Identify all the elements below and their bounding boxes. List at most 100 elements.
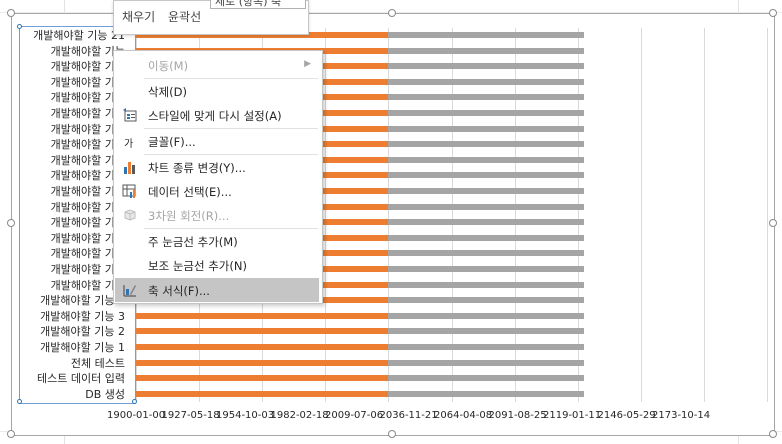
font-icon: 가 [124, 139, 134, 150]
bar-series-2[interactable] [388, 219, 584, 226]
menu-item-select-data[interactable]: 데이터 선택(E)... [115, 179, 319, 203]
x-tick-label: 1900-01-00 [107, 410, 166, 421]
vertical-gridline [767, 28, 768, 402]
menu-item-add-major-gridlines[interactable]: 주 눈금선 추가(M) [148, 235, 238, 249]
menu-item-add-minor-gridlines[interactable]: 보조 눈금선 추가(N) [148, 259, 247, 273]
vertical-gridline [451, 28, 453, 402]
bar-series-1[interactable] [136, 312, 389, 319]
category-label: 개발해야할 기능 [50, 91, 125, 105]
category-label: 개발해야할 기능 [50, 75, 125, 89]
menu-item-move[interactable]: 이동(M) ▶ [148, 59, 311, 73]
bar-series-1[interactable] [136, 390, 389, 397]
x-tick-label: 2009-07-06 [325, 410, 384, 421]
category-label: 개발해야할 기능 [50, 247, 125, 261]
bar-series-2[interactable] [388, 94, 584, 101]
bar-series-2[interactable] [388, 312, 584, 319]
resize-handle[interactable] [769, 219, 777, 227]
vertical-gridline [640, 28, 642, 402]
bar-series-2[interactable] [388, 78, 584, 85]
vertical-gridline [325, 28, 327, 402]
chart-element-select[interactable]: 세로 (항목) 축 [210, 0, 306, 9]
category-label: 개발해야할 기능 [50, 60, 125, 74]
mini-toolbar: 세로 (항목) 축 채우기 윤곽선 [113, 0, 309, 35]
menu-item-reset-style[interactable]: 스타일에 맞게 다시 설정(A) [115, 103, 319, 127]
x-tick-label: 1927-05-18 [161, 410, 220, 421]
x-tick-label: 2119-01-11 [543, 410, 602, 421]
menu-item-change-chart-type[interactable]: 차트 종류 변경(Y)... [115, 155, 319, 179]
resize-handle[interactable] [769, 430, 777, 438]
x-tick-label: 1954-10-03 [216, 410, 275, 421]
menu-item-delete[interactable]: 삭제(D) [148, 85, 187, 99]
bar-series-1[interactable] [136, 375, 389, 382]
bar-series-2[interactable] [388, 390, 584, 397]
submenu-arrow-icon: ▶ [304, 59, 311, 69]
3d-rotation-icon [124, 209, 136, 221]
bar-series-2[interactable] [388, 375, 584, 382]
bar-series-2[interactable] [388, 156, 584, 163]
bar-series-2[interactable] [388, 344, 584, 350]
bar-series-2[interactable] [388, 47, 584, 54]
category-label: 개발해야할 기능 1 [40, 341, 125, 354]
vertical-gridline [577, 28, 579, 402]
bar-series-2[interactable] [388, 203, 584, 210]
vertical-gridline [703, 28, 705, 402]
category-label: 개발해야할 기능 [50, 185, 125, 198]
axis-selection-handle[interactable] [17, 24, 22, 29]
category-label: 개발해야할 기능 2 [40, 325, 125, 339]
bar-series-1[interactable] [136, 359, 389, 366]
vertical-gridline [388, 28, 390, 402]
x-tick-label: 2146-05-29 [597, 410, 656, 421]
menu-item-format-axis[interactable]: 축 서식(F)... [115, 278, 319, 302]
x-tick-label: 2173-10-14 [652, 410, 711, 421]
bar-series-2[interactable] [388, 234, 584, 241]
fill-button[interactable]: 채우기 [122, 10, 156, 24]
category-label: 개발해야할 기능 21 [33, 29, 125, 42]
category-label: 개발해야할 기능 [50, 44, 125, 58]
resize-handle[interactable] [7, 430, 15, 438]
bar-series-2[interactable] [388, 250, 584, 257]
bar-series-1[interactable] [136, 344, 389, 350]
context-menu: 이동(M) ▶ 삭제(D) 스타일에 맞게 다시 설정(A) 가 글꼴(F)..… [113, 50, 323, 304]
resize-handle[interactable] [7, 219, 15, 227]
category-label: 개발해야할 기능 [50, 231, 125, 245]
resize-handle[interactable] [769, 9, 777, 17]
category-label: DB 생성 [85, 387, 125, 401]
bar-series-2[interactable] [388, 328, 584, 335]
category-label: 개발해야할 기능 3 [40, 309, 125, 323]
category-label: 개발해야할 기능 [50, 216, 125, 230]
resize-handle[interactable] [7, 9, 15, 17]
outline-button[interactable]: 윤곽선 [168, 10, 202, 24]
resize-handle[interactable] [388, 9, 396, 17]
bar-series-2[interactable] [388, 125, 584, 132]
category-label: 개발해야할 기능 [50, 200, 125, 214]
x-tick-label: 2064-04-08 [434, 410, 493, 421]
category-label: 테스트 데이터 입력 [37, 372, 125, 386]
category-label: 개발해야할 기능 [50, 107, 125, 120]
bar-series-2[interactable] [388, 172, 584, 179]
bar-series-1[interactable] [136, 328, 389, 335]
menu-item-3d-rotation[interactable]: 3차원 회전(R)... [115, 203, 319, 227]
bar-series-1[interactable] [136, 32, 389, 38]
category-label: 개발해야할 기능 [50, 138, 125, 152]
vertical-gridline [514, 28, 516, 402]
resize-handle[interactable] [388, 430, 396, 438]
bar-series-2[interactable] [388, 297, 584, 304]
reset-style-icon [123, 108, 137, 122]
bar-series-2[interactable] [388, 32, 584, 38]
bar-series-2[interactable] [388, 359, 584, 366]
format-axis-icon [123, 285, 136, 297]
category-label: 개발해야할 기능 4 [40, 294, 125, 308]
bar-series-2[interactable] [388, 188, 584, 194]
chart-type-icon [124, 162, 135, 174]
category-label: 개발해야할 기능 [50, 122, 125, 136]
bar-series-2[interactable] [388, 266, 584, 272]
bar-series-2[interactable] [388, 141, 584, 148]
menu-item-font[interactable]: 가 글꼴(F)... [124, 135, 196, 150]
bar-series-2[interactable] [388, 63, 584, 70]
axis-selection-handle[interactable] [132, 399, 137, 404]
category-label: 전체 테스트 [70, 356, 125, 370]
axis-selection-handle[interactable] [17, 399, 22, 404]
bar-series-2[interactable] [388, 110, 584, 116]
category-label: 개발해야할 기능 [50, 169, 125, 183]
bar-series-2[interactable] [388, 281, 584, 288]
